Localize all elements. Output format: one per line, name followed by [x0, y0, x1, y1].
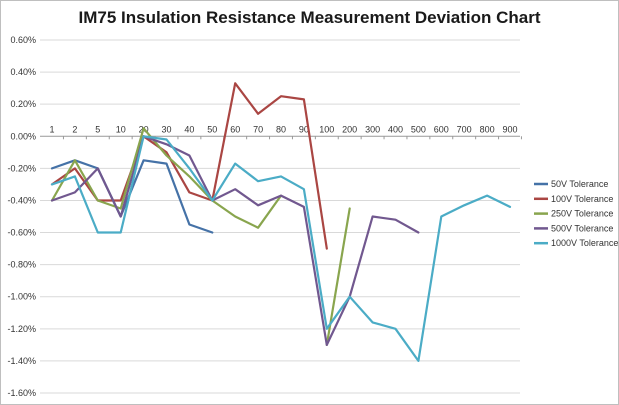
- x-tick-label: 40: [184, 124, 194, 134]
- x-tick-label: 60: [230, 124, 240, 134]
- y-tick-label: -1.60%: [7, 388, 36, 398]
- legend: 50V Tolerance 100V Tolerance 250V Toleranc…: [534, 179, 618, 248]
- y-axis-ticks: 0.60% 0.40% 0.20% 0.00% -0.20% -0.40% -0.60% -0…: [7, 35, 36, 398]
- y-tick-label: -1.40%: [7, 356, 36, 366]
- series-lines: [50, 82, 512, 362]
- legend-label: 250V Tolerance: [551, 209, 613, 219]
- x-tick-label: 5: [95, 124, 100, 134]
- x-tick-label: 1: [49, 124, 54, 134]
- x-tick-label: 80: [276, 124, 286, 134]
- x-tick-label: 900: [502, 124, 517, 134]
- x-tick-label: 200: [342, 124, 357, 134]
- x-tick-label: 500: [411, 124, 426, 134]
- y-tick-label: 0.40%: [10, 67, 36, 77]
- x-axis-ticks: 1 2 5 10 20 30 40 50 60 70 80 90 100 200 300 400 500 600 7…: [49, 124, 522, 140]
- y-tick-label: -0.20%: [7, 163, 36, 173]
- x-tick-label: 90: [299, 124, 309, 134]
- y-tick-label: -1.00%: [7, 292, 36, 302]
- x-tick-label: 10: [116, 124, 126, 134]
- chart-title: IM75 Insulation Resistance Measurement D…: [78, 8, 541, 27]
- y-tick-label: -1.20%: [7, 324, 36, 334]
- x-tick-label: 50: [207, 124, 217, 134]
- x-tick-label: 70: [253, 124, 263, 134]
- y-tick-label: 0.60%: [10, 35, 36, 45]
- legend-label: 50V Tolerance: [551, 179, 608, 189]
- x-tick-label: 800: [480, 124, 495, 134]
- x-tick-label: 700: [457, 124, 472, 134]
- gridlines: [40, 39, 520, 394]
- series-line-500v-tolerance: [50, 135, 420, 346]
- x-tick-label: 300: [365, 124, 380, 134]
- series-line-250v-tolerance: [50, 127, 351, 346]
- y-tick-label: 0.00%: [10, 131, 36, 141]
- y-tick-label: 0.20%: [10, 99, 36, 109]
- y-tick-label: -0.60%: [7, 228, 36, 238]
- y-tick-label: -0.40%: [7, 195, 36, 205]
- x-tick-label: 600: [434, 124, 449, 134]
- legend-label: 100V Tolerance: [551, 194, 613, 204]
- legend-label: 1000V Tolerance: [551, 238, 618, 248]
- x-tick-label: 400: [388, 124, 403, 134]
- y-tick-label: -0.80%: [7, 260, 36, 270]
- legend-label: 500V Tolerance: [551, 223, 613, 233]
- series-line-1000v-tolerance: [50, 135, 512, 362]
- x-tick-label: 100: [319, 124, 334, 134]
- x-tick-label: 30: [161, 124, 171, 134]
- x-tick-label: 2: [72, 124, 77, 134]
